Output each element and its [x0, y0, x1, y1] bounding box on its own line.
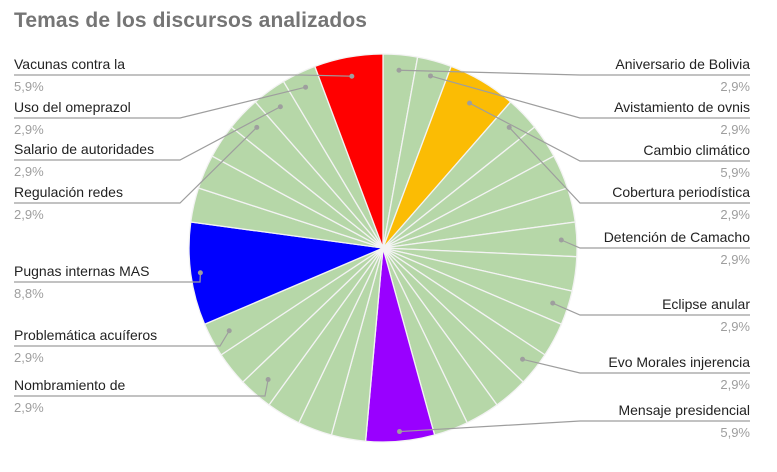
leader-line — [14, 272, 201, 283]
leader-lines — [14, 67, 750, 435]
leader-line — [14, 86, 306, 119]
leader-line — [14, 379, 269, 397]
pct-detencion: 2,9% — [720, 252, 750, 267]
leader-dot — [277, 104, 283, 110]
leader-dot — [349, 73, 355, 79]
leader-dot — [396, 67, 402, 73]
label-pugnas: Pugnas internas MAS — [14, 263, 150, 279]
leader-line — [561, 239, 750, 249]
pct-cambio: 5,9% — [720, 165, 750, 180]
pct-mensaje: 5,9% — [720, 425, 750, 440]
pie-slice[interactable] — [188, 221, 386, 326]
label-nombramiento: Nombramiento de — [14, 377, 126, 393]
leader-line — [14, 330, 230, 347]
pct-salario: 2,9% — [14, 164, 44, 179]
leader-line — [430, 75, 750, 119]
leader-line — [14, 126, 258, 204]
leader-dot — [558, 237, 564, 243]
leader-dot — [303, 84, 309, 90]
chart-title: Temas de los discursos analizados — [14, 9, 368, 32]
label-acuiferos: Problemática acuíferos — [14, 327, 158, 343]
label-evo: Evo Morales injerencia — [608, 354, 750, 370]
leader-line — [508, 126, 750, 204]
label-cobertura: Cobertura periodística — [612, 184, 750, 200]
label-cambio: Cambio climático — [643, 142, 750, 158]
pct-cobertura: 2,9% — [720, 207, 750, 222]
pct-pugnas: 8,8% — [14, 286, 44, 301]
label-detencion: Detención de Camacho — [603, 229, 750, 245]
leader-line — [399, 420, 750, 433]
pct-nombramiento: 2,9% — [14, 400, 44, 415]
leader-line — [522, 358, 750, 374]
label-aniversario: Aniversario de Bolivia — [615, 56, 750, 72]
pct-acuiferos: 2,9% — [14, 350, 44, 365]
leader-line — [469, 102, 750, 162]
leader-dot — [226, 328, 232, 334]
pct-avistamiento: 2,9% — [720, 122, 750, 137]
pct-eclipse: 2,9% — [720, 319, 750, 334]
pie-slice[interactable] — [313, 53, 384, 249]
label-regulacion: Regulación redes — [14, 184, 123, 200]
pct-vacunas: 5,9% — [14, 79, 44, 94]
label-salario: Salario de autoridades — [14, 141, 155, 157]
leader-dot — [506, 124, 512, 130]
label-omeprazol: Uso del omeprazol — [14, 99, 131, 115]
leader-dot — [397, 429, 403, 435]
pct-aniversario: 2,9% — [720, 79, 750, 94]
pie-slices — [188, 53, 578, 443]
leader-dot — [427, 73, 433, 79]
leader-line — [14, 106, 281, 161]
leader-dot — [254, 124, 260, 130]
leader-line — [398, 69, 750, 76]
leader-line — [552, 302, 750, 316]
pct-omeprazol: 2,9% — [14, 122, 44, 137]
label-vacunas: Vacunas contra la — [14, 56, 126, 72]
leader-dot — [265, 376, 271, 382]
label-mensaje: Mensaje presidencial — [618, 402, 750, 418]
pct-evo: 2,9% — [720, 377, 750, 392]
leader-dot — [467, 100, 473, 106]
label-eclipse: Eclipse anular — [662, 296, 750, 312]
label-avistamiento: Avistamiento de ovnis — [614, 99, 750, 115]
leader-line — [14, 74, 352, 77]
leader-dot — [520, 356, 526, 362]
pct-regulacion: 2,9% — [14, 207, 44, 222]
leader-dot — [197, 270, 203, 276]
leader-dot — [550, 300, 556, 306]
